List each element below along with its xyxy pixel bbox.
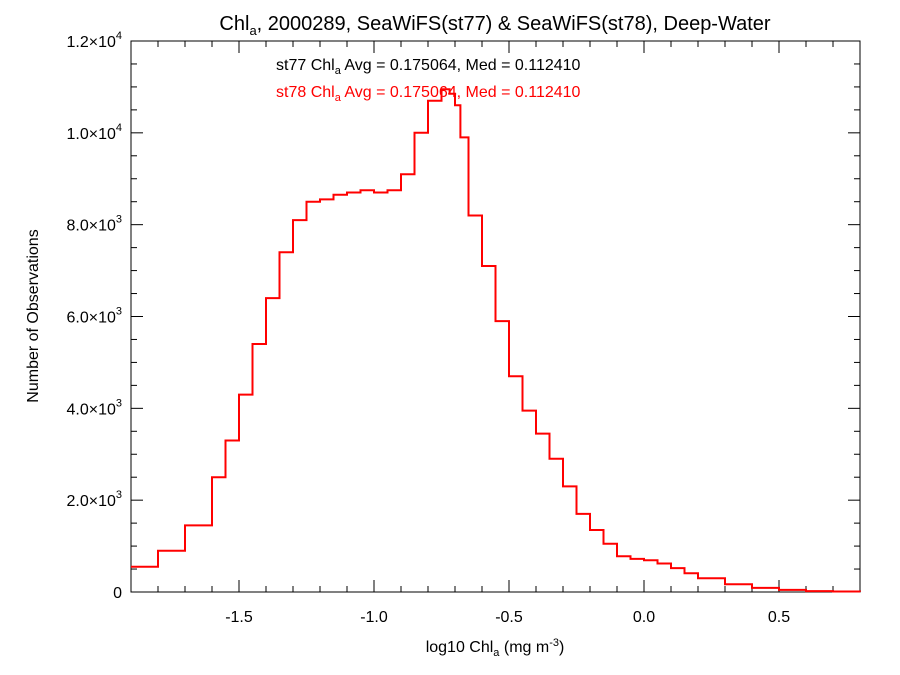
axis-ticks	[130, 40, 861, 593]
x-tick-label: -1.5	[225, 609, 253, 626]
x-tick-label: -1.0	[360, 609, 388, 626]
x-tick-label: -0.5	[495, 609, 523, 626]
y-axis-label: Number of Observations	[25, 229, 42, 402]
chart-title: Chla, 2000289, SeaWiFS(st77) & SeaWiFS(s…	[219, 13, 770, 38]
x-tick-label: 0.0	[633, 609, 655, 626]
y-tick-label: 1.2×104	[66, 30, 122, 51]
annotations: st77 Chla Avg = 0.175064, Med = 0.112410…	[276, 57, 581, 104]
y-tick-label: 0	[113, 585, 122, 602]
series-group	[131, 88, 861, 593]
y-tick-label: 4.0×103	[66, 397, 122, 418]
x-tick-labels: -1.5 -1.0 -0.5 0.0 0.5	[225, 609, 790, 626]
y-tick-label: 1.0×104	[66, 122, 122, 143]
series-line-0	[131, 88, 861, 593]
annotation-st77: st77 Chla Avg = 0.175064, Med = 0.112410	[276, 57, 581, 77]
annotation-st78: st78 Chla Avg = 0.175064, Med = 0.112410	[276, 84, 581, 104]
y-tick-label: 2.0×103	[66, 489, 122, 510]
y-tick-labels: 0 2.0×103 4.0×103 6.0×103 8.0×103 1.0×104 1.2×…	[66, 30, 122, 602]
x-tick-label: 0.5	[768, 609, 790, 626]
x-axis-label: log10 Chla (mg m-3)	[426, 637, 565, 659]
y-tick-label: 8.0×103	[66, 214, 122, 235]
y-tick-label: 6.0×103	[66, 306, 122, 327]
